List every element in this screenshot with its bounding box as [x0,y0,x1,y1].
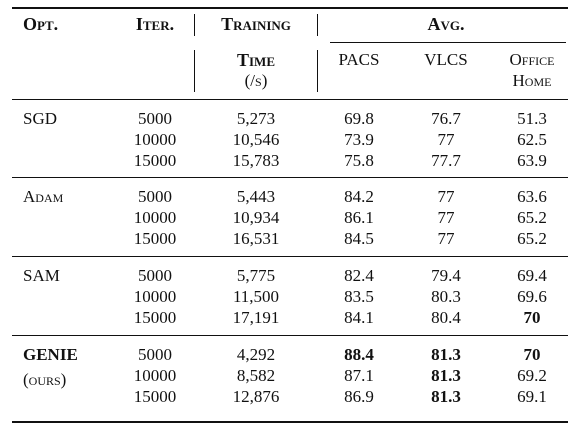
cell-pacs: 73.9 [344,130,374,149]
header-vlcs: VLCS [424,50,468,69]
cell-time: 4,292 [236,345,276,364]
cell-iter: 10000 [133,287,177,306]
cell-time: 10,546 [232,130,280,149]
header-opt: Opt. [23,14,59,34]
group-rule-2 [12,256,568,257]
optimizer-label: Adam [23,187,64,206]
avg-underline [330,42,566,43]
header-office: Office [509,50,555,69]
cell-time: 5,775 [236,266,276,285]
cell-vlcs: 77 [437,187,455,206]
cell-vlcs: 81.3 [431,366,461,385]
cell-iter: 15000 [133,229,177,248]
cell-time: 17,191 [232,308,280,327]
cell-iter: 15000 [133,308,177,327]
cell-pacs: 83.5 [344,287,374,306]
cell-office: 63.6 [517,187,547,206]
cell-office: 62.5 [517,130,547,149]
cell-vlcs: 79.4 [431,266,461,285]
cell-pacs: 84.1 [344,308,374,327]
cell-office: 69.6 [517,287,547,306]
cell-pacs: 86.9 [344,387,374,406]
header-iter: Iter. [135,14,175,34]
cell-vlcs: 77.7 [431,151,461,170]
cell-time: 8,582 [236,366,276,385]
cell-office: 69.4 [517,266,547,285]
header-time: Time [236,50,276,70]
cell-pacs: 69.8 [344,109,374,128]
header-vbar-1 [194,14,195,36]
header-vbar-2 [317,14,318,36]
cell-iter: 10000 [133,208,177,227]
optimizer-label: SGD [23,109,58,128]
cell-pacs: 75.8 [344,151,374,170]
cell-iter: 5000 [138,187,172,206]
cell-iter: 5000 [138,109,172,128]
cell-time: 10,934 [232,208,280,227]
cell-iter: 15000 [133,387,177,406]
cell-vlcs: 80.4 [431,308,461,327]
header-time-unit: (/s) [244,71,268,90]
cell-pacs: 84.2 [344,187,374,206]
cell-vlcs: 76.7 [431,109,461,128]
group-rule-3 [12,335,568,336]
cell-time: 5,273 [236,109,276,128]
optimizer-sublabel: (ours) [23,370,67,389]
cell-vlcs: 81.3 [431,345,461,364]
cell-pacs: 86.1 [344,208,374,227]
group-rule-1 [12,177,568,178]
cell-vlcs: 77 [437,229,455,248]
cell-time: 15,783 [232,151,280,170]
cell-vlcs: 81.3 [431,387,461,406]
header-vbar-4 [317,50,318,92]
header-vbar-3 [194,50,195,92]
cell-office: 69.1 [517,387,547,406]
header-rule [12,99,568,100]
header-pacs: PACS [338,50,380,69]
cell-iter: 10000 [133,130,177,149]
header-avg: Avg. [427,14,465,34]
cell-time: 5,443 [236,187,276,206]
cell-office: 63.9 [517,151,547,170]
cell-office: 65.2 [517,229,547,248]
cell-iter: 5000 [138,345,172,364]
cell-pacs: 88.4 [344,345,374,364]
cell-office: 70 [523,345,541,364]
top-rule [12,7,568,9]
cell-vlcs: 77 [437,208,455,227]
cell-vlcs: 80.3 [431,287,461,306]
cell-pacs: 84.5 [344,229,374,248]
optimizer-label: SAM [23,266,60,285]
cell-office: 70 [523,308,541,327]
cell-time: 16,531 [232,229,280,248]
header-home: Home [512,71,552,90]
cell-iter: 5000 [138,266,172,285]
cell-iter: 15000 [133,151,177,170]
cell-time: 11,500 [232,287,280,306]
optimizer-label: GENIE [23,345,78,364]
cell-iter: 10000 [133,366,177,385]
cell-pacs: 82.4 [344,266,374,285]
header-training: Training [221,14,291,34]
cell-vlcs: 77 [437,130,455,149]
cell-office: 51.3 [517,109,547,128]
cell-office: 69.2 [517,366,547,385]
cell-pacs: 87.1 [344,366,374,385]
cell-office: 65.2 [517,208,547,227]
cell-time: 12,876 [232,387,280,406]
